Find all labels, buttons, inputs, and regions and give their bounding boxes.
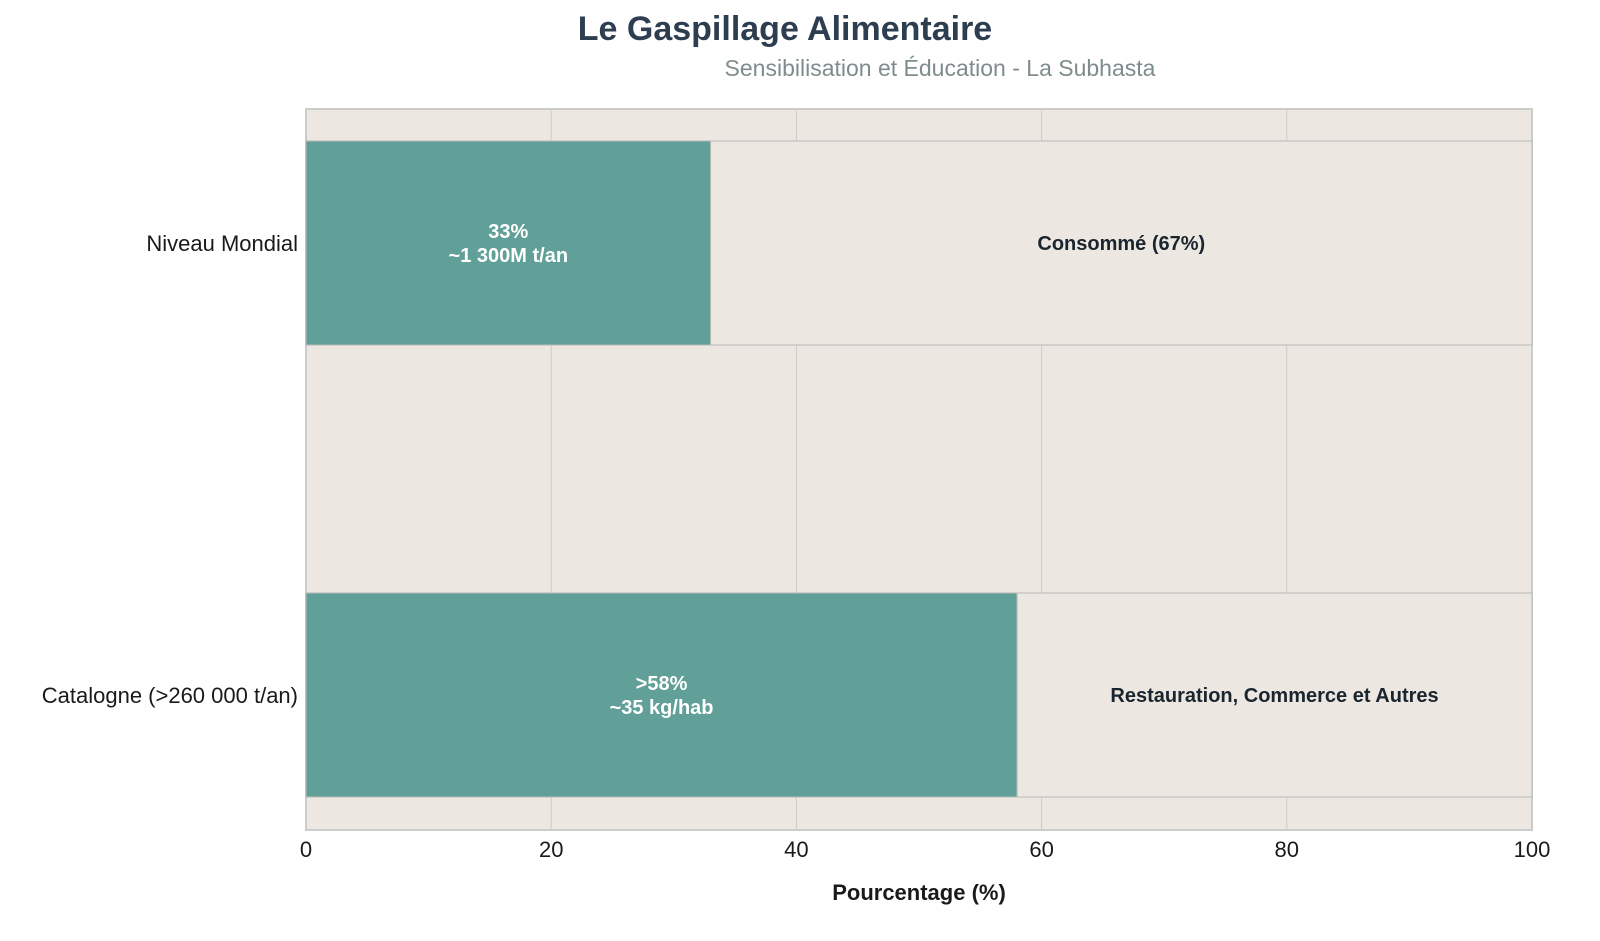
bar-data-label: Consommé (67%) xyxy=(1037,233,1205,255)
bar-segment xyxy=(710,140,1533,346)
bar-segment xyxy=(305,592,1018,798)
x-tick-label: 0 xyxy=(300,837,312,862)
chart-title: Le Gaspillage Alimentaire xyxy=(577,10,993,48)
x-tick-label: 20 xyxy=(539,837,563,862)
bar-segment xyxy=(1016,592,1533,798)
bar-data-label: ~35 kg/hab xyxy=(610,697,714,719)
bar-data-label: ~1 300M t/an xyxy=(449,245,569,267)
bar-segment xyxy=(305,140,712,346)
bar-data-label: Restauration, Commerce et Autres xyxy=(1110,685,1438,707)
x-tick-label: 60 xyxy=(1029,837,1053,862)
x-tick-labels: 0 20 40 60 80 100 xyxy=(300,837,1550,862)
y-tick-labels: Niveau Mondial Catalogne (>260 000 t/an) xyxy=(42,231,298,708)
bars xyxy=(305,140,1533,798)
y-tick-label: Niveau Mondial xyxy=(146,231,298,256)
x-tick-label: 80 xyxy=(1275,837,1299,862)
bar-data-label: >58% xyxy=(636,673,688,695)
x-tick-label: 40 xyxy=(784,837,808,862)
x-axis-label: Pourcentage (%) xyxy=(832,880,1006,905)
bar-labels: 33%~1 300M t/an Consommé (67%) >58%~35 kg/… xyxy=(449,221,1439,719)
y-tick-label: Catalogne (>260 000 t/an) xyxy=(42,683,298,708)
bar-data-label: 33% xyxy=(488,221,528,243)
x-tick-label: 100 xyxy=(1514,837,1551,862)
chart-subtitle: Sensibilisation et Éducation - La Subhas… xyxy=(724,55,1156,81)
